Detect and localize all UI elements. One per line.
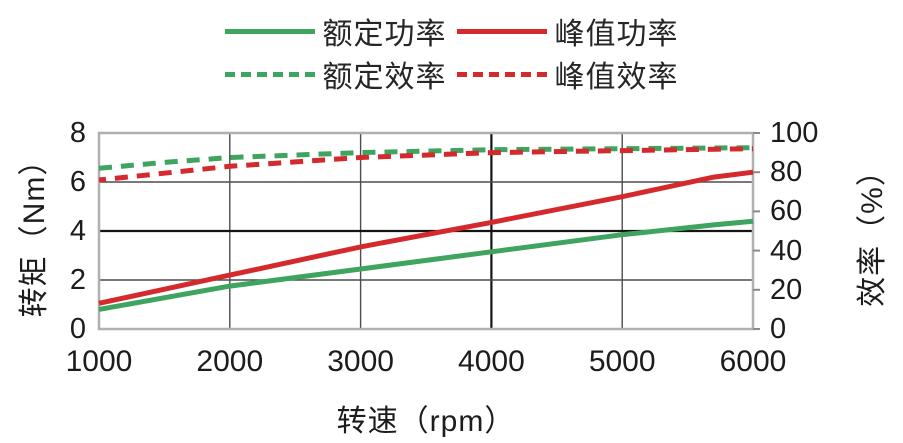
peak-efficiency-dashed-line-icon xyxy=(456,71,547,77)
y-left-axis-title: 转矩（Nm） xyxy=(18,144,51,318)
y-right-tick-label: 20 xyxy=(770,273,803,306)
x-tick-label: 5000 xyxy=(588,345,656,378)
x-axis-title: 转速（rpm） xyxy=(336,405,516,438)
legend-item-peak-efficiency: 峰值效率 xyxy=(456,52,679,96)
legend-label-peak-power: 峰值功率 xyxy=(554,18,679,51)
y-right-tick-label: 40 xyxy=(770,234,803,267)
legend-label-peak-efficiency: 峰值效率 xyxy=(554,61,679,94)
y-left-tick-label: 2 xyxy=(69,264,86,296)
x-tick-label: 2000 xyxy=(196,345,264,378)
y-left-tick-label: 0 xyxy=(69,313,86,345)
x-tick-label: 6000 xyxy=(719,345,787,378)
peak-power-line-icon xyxy=(456,28,547,34)
x-tick-label: 3000 xyxy=(327,345,394,378)
chart-legend: 额定功率 峰值功率 额定效率 峰值效率 xyxy=(224,14,679,94)
legend-item-rated-efficiency: 额定效率 xyxy=(224,52,447,96)
rated-efficiency-dashed-line-icon xyxy=(224,71,315,77)
legend-item-rated-power: 额定功率 xyxy=(224,9,447,53)
y-right-tick-label: 80 xyxy=(770,156,803,189)
y-left-tick-label: 6 xyxy=(69,166,86,198)
plot-border xyxy=(97,131,755,331)
y-right-tick-label: 0 xyxy=(770,313,787,345)
y-left-tick-label: 8 xyxy=(69,117,86,149)
legend-label-rated-power: 额定功率 xyxy=(322,18,447,51)
y-right-tick-label: 100 xyxy=(770,117,819,149)
y-right-axis-title: 效率（%） xyxy=(856,155,889,307)
legend-label-rated-efficiency: 额定效率 xyxy=(322,61,447,94)
rated-efficiency-line xyxy=(98,145,754,171)
rated-power-line xyxy=(98,218,754,312)
peak-power-line xyxy=(98,169,754,306)
rated-power-line-icon xyxy=(224,28,315,34)
y-right-tick-label: 60 xyxy=(770,195,803,228)
legend-row-efficiency: 额定效率 峰值效率 xyxy=(224,57,679,94)
x-tick-label: 1000 xyxy=(65,345,133,378)
legend-item-peak-power: 峰值功率 xyxy=(456,9,679,53)
legend-row-power: 额定功率 峰值功率 xyxy=(224,14,679,51)
x-tick-label: 4000 xyxy=(458,345,525,378)
peak-efficiency-line xyxy=(98,146,754,183)
y-left-tick-label: 4 xyxy=(69,215,86,247)
